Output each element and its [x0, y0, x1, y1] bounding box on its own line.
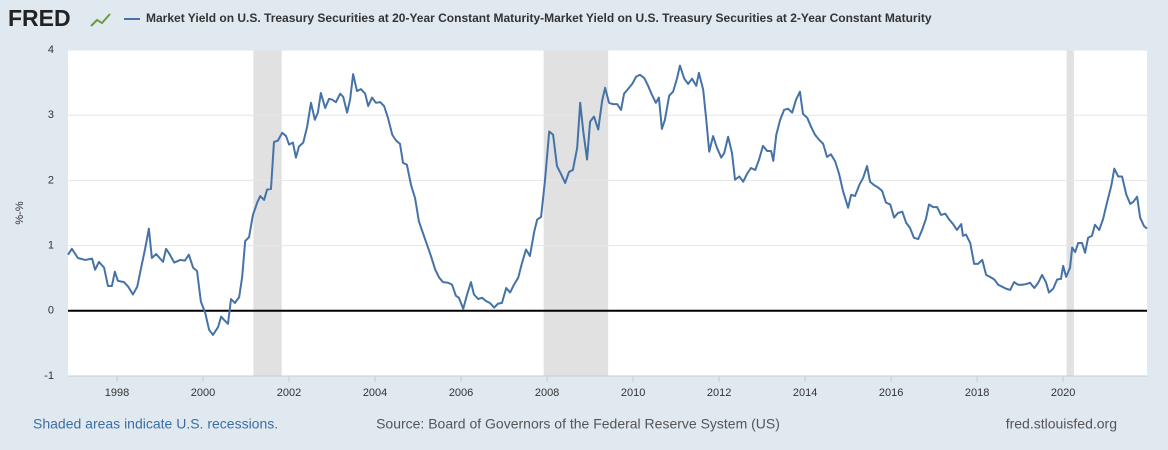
series-line	[67, 64, 1148, 336]
y-tick-label: 1	[48, 240, 54, 252]
x-tick-label: 2006	[449, 387, 473, 399]
y-tick-label: -1	[44, 370, 54, 382]
logo-icon	[90, 13, 111, 27]
site[interactable]: fred.stlouisfed.org	[1006, 416, 1117, 432]
recession-note[interactable]: Shaded areas indicate U.S. recessions.	[33, 416, 278, 432]
x-tick-label: 2014	[793, 387, 817, 399]
x-tick-label: 1998	[105, 387, 129, 399]
x-tick-label: 2002	[277, 387, 301, 399]
y-tick-label: 3	[48, 109, 54, 121]
x-tick-label: 2018	[965, 387, 989, 399]
x-tick-label: 2008	[535, 387, 559, 399]
y-tick-label: 2	[48, 174, 54, 186]
legend-label: Market Yield on U.S. Treasury Securities…	[146, 11, 932, 25]
recession-band	[543, 50, 609, 376]
x-tick-label: 2010	[621, 387, 645, 399]
y-tick-label: 0	[48, 305, 54, 317]
logo: FRED	[8, 5, 71, 31]
recession-band	[253, 50, 282, 376]
source: Source: Board of Governors of the Federa…	[376, 416, 780, 432]
y-tick-label: 4	[48, 44, 54, 56]
x-tick-label: 2016	[879, 387, 903, 399]
x-tick-label: 2000	[191, 387, 215, 399]
y-axis-label: %-%	[14, 201, 26, 224]
x-tick-label: 2012	[707, 387, 731, 399]
x-tick-label: 2020	[1051, 387, 1075, 399]
recession-band	[1066, 50, 1074, 376]
x-tick-label: 2004	[363, 387, 387, 399]
